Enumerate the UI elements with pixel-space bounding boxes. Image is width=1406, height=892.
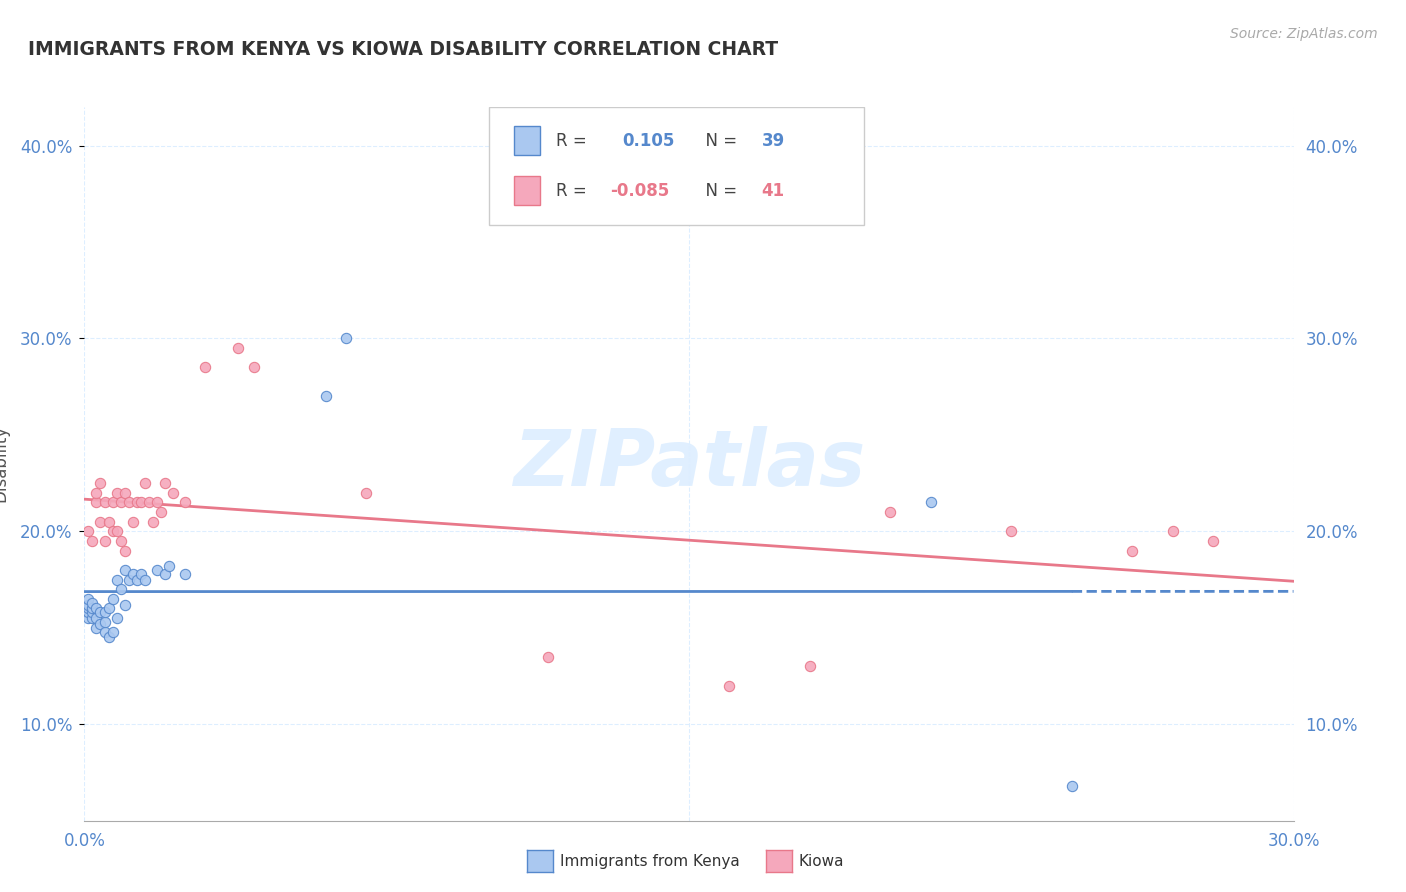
Point — [93, 624, 115, 639]
Point — [82, 596, 104, 610]
Point — [134, 476, 156, 491]
Point — [86, 485, 108, 500]
Point — [149, 505, 172, 519]
Point — [105, 524, 128, 539]
Point — [153, 566, 176, 581]
Point — [77, 524, 100, 539]
Point — [101, 624, 124, 639]
Point — [1121, 543, 1143, 558]
FancyBboxPatch shape — [489, 107, 865, 225]
Y-axis label: Disability: Disability — [0, 425, 8, 502]
Point — [101, 591, 124, 606]
Point — [97, 631, 120, 645]
Text: N =: N = — [695, 132, 742, 150]
Text: Source: ZipAtlas.com: Source: ZipAtlas.com — [1230, 27, 1378, 41]
Point — [226, 341, 249, 355]
Point — [1060, 779, 1083, 793]
Point — [89, 605, 111, 619]
Point — [82, 605, 104, 619]
Point — [356, 485, 378, 500]
Point — [101, 495, 124, 509]
Point — [335, 331, 357, 345]
Point — [105, 573, 128, 587]
Point — [121, 566, 143, 581]
Point — [77, 605, 100, 619]
Point — [146, 563, 169, 577]
Point — [242, 360, 264, 375]
Point — [118, 495, 141, 509]
Point — [97, 515, 120, 529]
Point — [718, 679, 741, 693]
Point — [86, 621, 108, 635]
Text: Kiowa: Kiowa — [799, 855, 844, 869]
Point — [114, 485, 136, 500]
Point — [89, 476, 111, 491]
Point — [105, 611, 128, 625]
Point — [82, 533, 104, 548]
Text: R =: R = — [555, 132, 598, 150]
Point — [114, 598, 136, 612]
Point — [101, 524, 124, 539]
Point — [89, 616, 111, 631]
Point — [146, 495, 169, 509]
Point — [77, 591, 100, 606]
Text: 41: 41 — [762, 182, 785, 200]
Point — [110, 533, 132, 548]
Point — [82, 611, 104, 625]
Point — [194, 360, 217, 375]
Point — [174, 566, 197, 581]
Point — [920, 495, 942, 509]
Point — [86, 495, 108, 509]
Point — [129, 495, 152, 509]
Point — [142, 515, 165, 529]
Point — [134, 573, 156, 587]
Point — [93, 533, 115, 548]
Point — [77, 598, 100, 612]
Point — [174, 495, 197, 509]
Text: -0.085: -0.085 — [610, 182, 669, 200]
Point — [114, 563, 136, 577]
Point — [129, 566, 152, 581]
Point — [1161, 524, 1184, 539]
FancyBboxPatch shape — [513, 177, 540, 205]
Point — [125, 495, 148, 509]
Point — [118, 573, 141, 587]
Point — [114, 543, 136, 558]
Point — [1000, 524, 1022, 539]
Text: ZIPatlas: ZIPatlas — [513, 425, 865, 502]
Point — [97, 601, 120, 615]
Point — [93, 605, 115, 619]
Point — [537, 649, 560, 664]
Point — [799, 659, 821, 673]
Point — [86, 601, 108, 615]
Point — [77, 611, 100, 625]
FancyBboxPatch shape — [513, 127, 540, 155]
Point — [1202, 533, 1225, 548]
Point — [157, 559, 180, 574]
Point — [89, 515, 111, 529]
Text: 0.105: 0.105 — [623, 132, 675, 150]
Point — [93, 495, 115, 509]
Text: IMMIGRANTS FROM KENYA VS KIOWA DISABILITY CORRELATION CHART: IMMIGRANTS FROM KENYA VS KIOWA DISABILIT… — [28, 40, 779, 59]
Point — [153, 476, 176, 491]
Point — [110, 495, 132, 509]
Point — [93, 615, 115, 629]
Point — [105, 485, 128, 500]
Point — [82, 601, 104, 615]
Point — [879, 505, 901, 519]
Point — [125, 573, 148, 587]
Point — [162, 485, 184, 500]
Point — [121, 515, 143, 529]
Text: 39: 39 — [762, 132, 785, 150]
Text: Immigrants from Kenya: Immigrants from Kenya — [560, 855, 740, 869]
Point — [138, 495, 160, 509]
Point — [315, 389, 337, 403]
Point — [77, 601, 100, 615]
Point — [86, 611, 108, 625]
Text: R =: R = — [555, 182, 592, 200]
Point — [110, 582, 132, 597]
Text: N =: N = — [695, 182, 742, 200]
